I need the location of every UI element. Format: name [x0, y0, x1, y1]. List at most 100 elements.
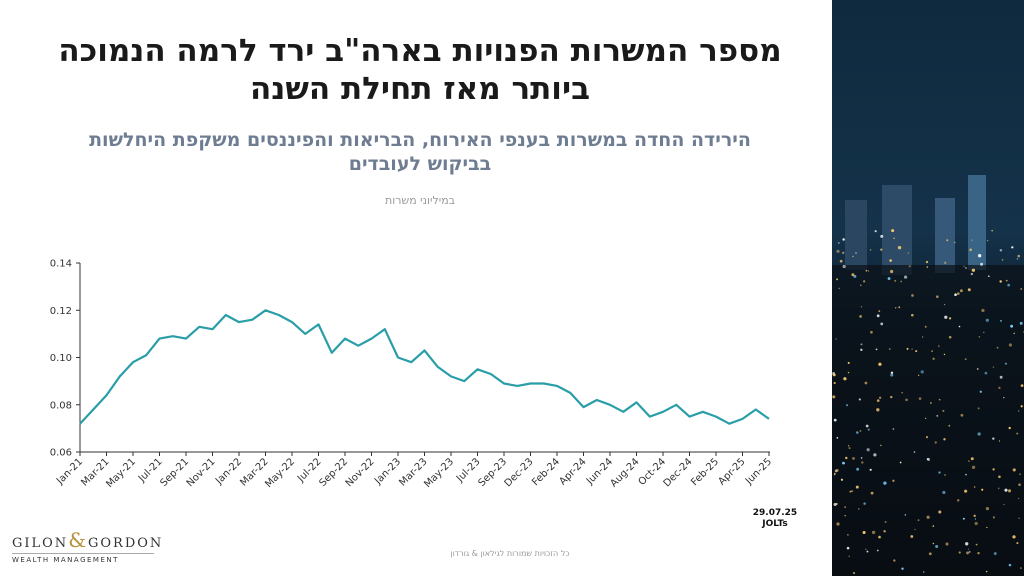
light	[900, 280, 903, 283]
light	[837, 242, 840, 245]
light	[917, 519, 920, 521]
light	[1016, 258, 1019, 260]
light	[1004, 362, 1008, 365]
light	[985, 506, 990, 511]
light	[861, 461, 864, 464]
light	[967, 288, 971, 292]
light	[847, 534, 849, 536]
light	[946, 239, 949, 242]
light	[971, 239, 973, 241]
light	[847, 445, 850, 447]
light	[1018, 497, 1020, 500]
light	[974, 521, 978, 526]
light	[846, 546, 850, 550]
light	[891, 229, 895, 233]
light	[1020, 405, 1023, 408]
light	[959, 289, 963, 293]
light	[852, 457, 855, 460]
light	[876, 549, 879, 552]
light	[833, 472, 836, 475]
light	[901, 567, 904, 570]
light	[907, 252, 909, 254]
light	[878, 396, 882, 399]
light	[832, 373, 836, 377]
light	[978, 336, 981, 338]
light	[890, 395, 893, 399]
x-tick-label: May-21	[104, 456, 138, 490]
light	[966, 551, 969, 555]
light	[964, 489, 968, 493]
light	[998, 487, 1000, 489]
light	[968, 460, 970, 463]
light	[920, 370, 924, 374]
light	[856, 431, 859, 434]
light	[911, 294, 914, 297]
light	[967, 548, 970, 550]
light	[980, 262, 984, 266]
light	[987, 275, 990, 278]
light	[870, 330, 873, 334]
light	[875, 348, 878, 351]
light	[935, 545, 939, 549]
light	[965, 473, 967, 476]
light	[894, 307, 897, 309]
light	[957, 499, 960, 502]
light	[943, 353, 946, 356]
light	[991, 229, 993, 232]
light	[1007, 283, 1011, 287]
light	[977, 432, 981, 436]
x-tick-label: Apr-24	[558, 456, 589, 487]
x-tick-label: Jun-25	[743, 456, 774, 487]
x-tick-label: Feb-25	[689, 456, 721, 488]
light	[833, 381, 836, 385]
light	[884, 521, 887, 524]
light	[911, 313, 914, 317]
light	[898, 306, 901, 309]
light	[845, 456, 848, 460]
light	[956, 292, 960, 296]
light	[876, 399, 880, 402]
light	[836, 436, 839, 439]
light	[986, 526, 988, 529]
light	[865, 548, 867, 551]
source-date: 29.07.25	[752, 508, 798, 518]
light	[981, 488, 984, 491]
light	[963, 265, 965, 267]
light	[964, 358, 967, 361]
series-line	[79, 309, 770, 425]
light	[878, 310, 881, 313]
light	[888, 348, 891, 350]
logo-amp: &	[68, 528, 88, 552]
light	[944, 474, 946, 476]
light	[839, 259, 843, 263]
light	[927, 457, 931, 461]
light	[1001, 258, 1004, 261]
light	[1005, 279, 1008, 282]
light	[992, 366, 995, 368]
light	[848, 447, 851, 450]
light	[892, 428, 895, 430]
light	[973, 514, 976, 518]
light	[949, 317, 952, 320]
light	[878, 535, 881, 539]
light	[924, 325, 927, 328]
light	[844, 515, 846, 517]
light	[925, 436, 929, 439]
light	[873, 453, 877, 457]
light	[842, 461, 845, 465]
light	[974, 518, 977, 520]
light	[1003, 397, 1005, 399]
unit-label: במיליוני משרות	[384, 194, 456, 207]
light	[973, 486, 976, 488]
light	[965, 267, 967, 269]
light	[942, 409, 945, 412]
logo-left: GILON	[12, 536, 69, 551]
light	[870, 491, 874, 495]
light	[926, 515, 930, 519]
light	[878, 362, 882, 366]
light	[970, 457, 974, 461]
light	[968, 550, 971, 553]
light	[960, 413, 964, 417]
light	[978, 254, 982, 258]
logo-right: GORDON	[88, 536, 164, 551]
